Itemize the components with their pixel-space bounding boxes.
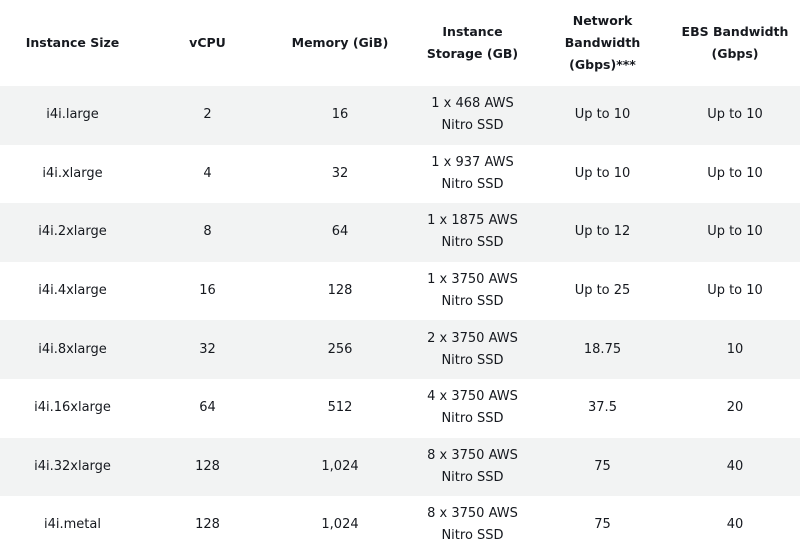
- cell-ebs-bandwidth: 40: [670, 496, 800, 555]
- cell-ebs-bandwidth: Up to 10: [670, 86, 800, 145]
- cell-instance-size: i4i.metal: [0, 496, 145, 555]
- table-row: i4i.4xlarge 16 128 1 x 3750 AWS Nitro SS…: [0, 261, 800, 321]
- cell-network-bandwidth: 75: [535, 437, 670, 497]
- cell-vcpu: 8: [145, 203, 270, 262]
- table-row: i4i.8xlarge 32 256 2 x 3750 AWS Nitro SS…: [0, 320, 800, 379]
- cell-network-bandwidth: 37.5: [535, 378, 670, 438]
- cell-network-bandwidth: 18.75: [535, 320, 670, 379]
- header-instance-size: Instance Size: [25, 35, 120, 50]
- cell-instance-storage: 1 x 3750 AWS Nitro SSD: [410, 261, 535, 321]
- cell-vcpu: 128: [145, 496, 270, 555]
- cell-instance-size: i4i.8xlarge: [0, 320, 145, 379]
- cell-vcpu: 128: [145, 437, 270, 497]
- cell-instance-storage: 1 x 937 AWS Nitro SSD: [410, 144, 535, 204]
- cell-memory: 32: [270, 144, 410, 204]
- cell-memory: 256: [270, 320, 410, 379]
- cell-instance-storage: 1 x 1875 AWS Nitro SSD: [410, 203, 535, 262]
- cell-network-bandwidth: Up to 10: [535, 86, 670, 145]
- cell-network-bandwidth: 75: [535, 496, 670, 555]
- cell-vcpu: 16: [145, 261, 270, 321]
- cell-memory: 128: [270, 261, 410, 321]
- header-vcpu: vCPU: [189, 35, 226, 50]
- header-network-bandwidth: Network Bandwidth (Gbps)***: [564, 13, 641, 72]
- cell-vcpu: 64: [145, 378, 270, 438]
- cell-instance-storage: 8 x 3750 AWS Nitro SSD: [410, 496, 535, 555]
- cell-ebs-bandwidth: Up to 10: [670, 261, 800, 321]
- table-row: i4i.2xlarge 8 64 1 x 1875 AWS Nitro SSD …: [0, 203, 800, 262]
- cell-ebs-bandwidth: Up to 10: [670, 203, 800, 262]
- cell-instance-storage: 1 x 468 AWS Nitro SSD: [410, 86, 535, 145]
- cell-ebs-bandwidth: 20: [670, 378, 800, 438]
- cell-instance-size: i4i.large: [0, 86, 145, 145]
- header-ebs-bandwidth: EBS Bandwidth (Gbps): [681, 24, 789, 61]
- cell-instance-size: i4i.2xlarge: [0, 203, 145, 262]
- table-row: i4i.32xlarge 128 1,024 8 x 3750 AWS Nitr…: [0, 437, 800, 497]
- cell-ebs-bandwidth: 10: [670, 320, 800, 379]
- cell-memory: 1,024: [270, 496, 410, 555]
- cell-network-bandwidth: Up to 25: [535, 261, 670, 321]
- cell-instance-storage: 8 x 3750 AWS Nitro SSD: [410, 437, 535, 497]
- table-row: i4i.xlarge 4 32 1 x 937 AWS Nitro SSD Up…: [0, 144, 800, 204]
- cell-instance-size: i4i.xlarge: [0, 144, 145, 204]
- cell-vcpu: 4: [145, 144, 270, 204]
- cell-network-bandwidth: Up to 12: [535, 203, 670, 262]
- cell-instance-storage: 2 x 3750 AWS Nitro SSD: [410, 320, 535, 379]
- cell-vcpu: 2: [145, 86, 270, 145]
- cell-instance-storage: 4 x 3750 AWS Nitro SSD: [410, 378, 535, 438]
- cell-ebs-bandwidth: Up to 10: [670, 144, 800, 204]
- cell-memory: 16: [270, 86, 410, 145]
- cell-vcpu: 32: [145, 320, 270, 379]
- cell-instance-size: i4i.32xlarge: [0, 437, 145, 497]
- cell-instance-size: i4i.4xlarge: [0, 261, 145, 321]
- table-body: i4i.large 2 16 1 x 468 AWS Nitro SSD Up …: [0, 86, 800, 555]
- header-instance-storage: Instance Storage (GB): [426, 24, 519, 61]
- table-header: Instance Size vCPU Memory (GiB) Instance…: [0, 0, 800, 86]
- cell-instance-size: i4i.16xlarge: [0, 378, 145, 438]
- cell-ebs-bandwidth: 40: [670, 437, 800, 497]
- header-row: Instance Size vCPU Memory (GiB) Instance…: [0, 0, 800, 86]
- table-row: i4i.16xlarge 64 512 4 x 3750 AWS Nitro S…: [0, 378, 800, 438]
- cell-network-bandwidth: Up to 10: [535, 144, 670, 204]
- cell-memory: 512: [270, 378, 410, 438]
- table-row: i4i.large 2 16 1 x 468 AWS Nitro SSD Up …: [0, 86, 800, 145]
- header-memory: Memory (GiB): [291, 35, 389, 50]
- table-row: i4i.metal 128 1,024 8 x 3750 AWS Nitro S…: [0, 496, 800, 555]
- cell-memory: 1,024: [270, 437, 410, 497]
- cell-memory: 64: [270, 203, 410, 262]
